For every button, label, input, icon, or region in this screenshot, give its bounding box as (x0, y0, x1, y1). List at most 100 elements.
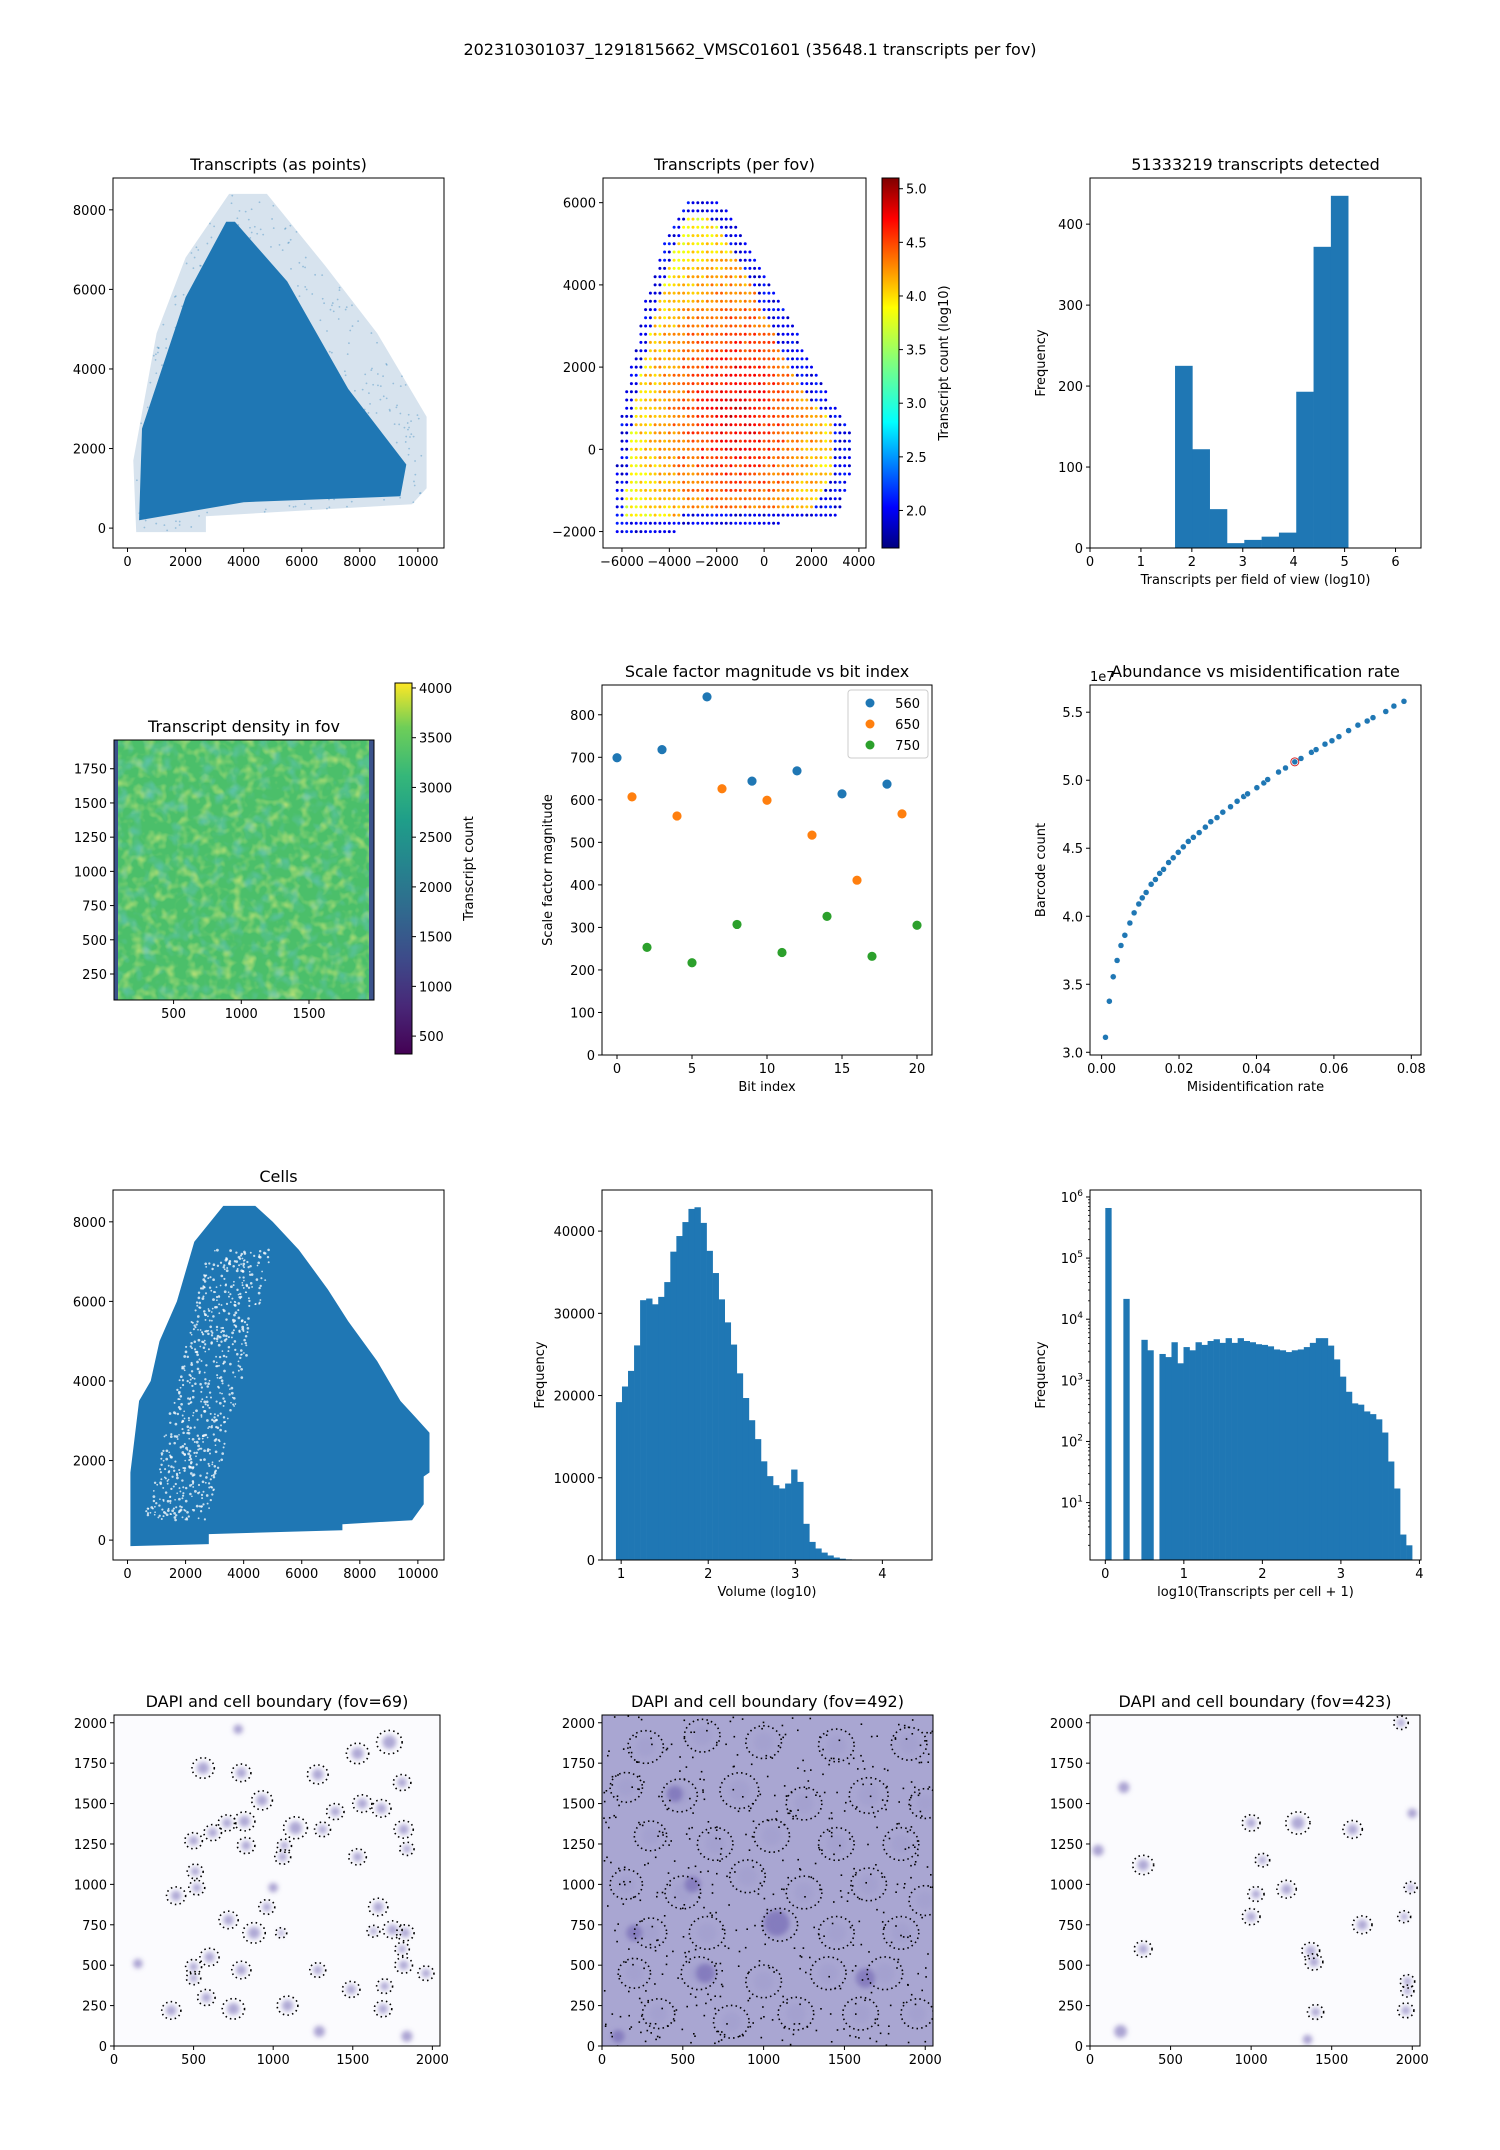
scatter-point (1195, 829, 1203, 836)
nucleus (737, 1866, 758, 1887)
cell-gap (240, 1252, 244, 1256)
nucleus (858, 1874, 879, 1895)
fov-point (653, 332, 657, 336)
fov-point (677, 431, 681, 435)
fov-point (738, 480, 742, 484)
boundary-dot (929, 1886, 932, 1888)
x-tick-label: 1500 (292, 1007, 325, 1022)
boundary-dot (637, 1788, 639, 1790)
fov-point (701, 390, 704, 394)
cell-boundary (221, 1997, 246, 2020)
fov-point (810, 505, 813, 509)
fov-point (691, 480, 695, 484)
fov-point (748, 283, 752, 287)
fov-point (720, 472, 723, 476)
fov-point (753, 283, 757, 287)
fov-point (639, 513, 643, 517)
fov-point (648, 456, 652, 460)
fov-point (686, 340, 690, 344)
cell-gap (188, 1449, 192, 1453)
cell-gap (212, 1263, 216, 1266)
fov-point (757, 472, 761, 476)
fov-point (738, 332, 742, 336)
x-tick-label: 2000 (169, 1567, 202, 1582)
fov-point (814, 406, 818, 410)
fov-point (658, 275, 662, 279)
boundary-dot (802, 1947, 805, 1949)
cell-gap (234, 1324, 237, 1327)
cell-gap (190, 1363, 194, 1366)
boundary-dot (688, 1961, 691, 1964)
fov-point (748, 299, 752, 303)
fov-point (663, 291, 667, 295)
boundary-dot (836, 2029, 839, 2031)
fov-point (757, 398, 761, 402)
fov-point (791, 373, 794, 377)
fov-point (715, 447, 719, 451)
fov-point (734, 258, 738, 262)
boundary-dot (839, 1844, 841, 1847)
fov-point (724, 398, 728, 402)
fov-point (767, 324, 771, 328)
fov-point (663, 357, 667, 361)
boundary-dot (911, 1719, 914, 1721)
fov-point (781, 497, 785, 501)
transcript-point (206, 511, 209, 514)
transcript-point (385, 363, 388, 365)
boundary-dot (818, 1933, 820, 1936)
nucleus (378, 2004, 388, 2014)
y-tick-label: 1250 (74, 831, 107, 846)
fov-point (639, 406, 643, 410)
fov-point (767, 349, 771, 353)
cell-gap (187, 1432, 191, 1435)
transcript-point (368, 392, 370, 395)
boundary-dot (831, 1817, 833, 1820)
fov-point (634, 382, 638, 386)
boundary-dot (632, 1963, 634, 1966)
fov-point (667, 521, 671, 525)
fov-point (753, 439, 757, 443)
boundary-dot (679, 1756, 681, 1758)
y-tick-label: 250 (570, 2000, 595, 2015)
cell-gap (159, 1471, 162, 1474)
boundary-dot (900, 1934, 902, 1937)
fov-point (757, 324, 761, 328)
cell-gap (214, 1249, 216, 1252)
fov-point (829, 414, 832, 418)
fov-point (776, 497, 780, 501)
fov-point (682, 480, 686, 484)
transcript-point (333, 498, 336, 501)
fov-point (672, 530, 676, 534)
fov-point (710, 431, 714, 435)
boundary-dot (723, 2033, 726, 2036)
nucleus (891, 1834, 911, 1854)
cell-gap (238, 1365, 242, 1368)
cell-gap (248, 1270, 251, 1273)
cell-boundary (1396, 1909, 1412, 1924)
nucleus (858, 1784, 880, 1807)
transcript-point (414, 460, 416, 462)
boundary-dot (872, 1765, 874, 1768)
boundary-dot (914, 1846, 916, 1848)
fov-point (648, 390, 652, 394)
fov-point (819, 464, 823, 468)
transcript-point (199, 264, 202, 267)
fov-point (653, 464, 657, 468)
fov-point (720, 480, 723, 484)
boundary-dot (886, 1785, 888, 1788)
transcript-point (302, 265, 304, 268)
cell-gap (146, 1513, 150, 1517)
boundary-dot (630, 1751, 633, 1754)
boundary-dot (823, 1791, 826, 1794)
fov-point (648, 431, 652, 435)
fov-point (810, 497, 813, 501)
fov-point (667, 365, 671, 369)
cell-boundary (366, 1924, 381, 1938)
transcript-point (238, 210, 241, 212)
fov-point (738, 365, 742, 369)
boundary-dot (927, 1753, 930, 1755)
fov-point (691, 398, 695, 402)
fov-point (663, 266, 667, 270)
boundary-dot (673, 2019, 676, 2022)
cell-gap (174, 1422, 178, 1426)
